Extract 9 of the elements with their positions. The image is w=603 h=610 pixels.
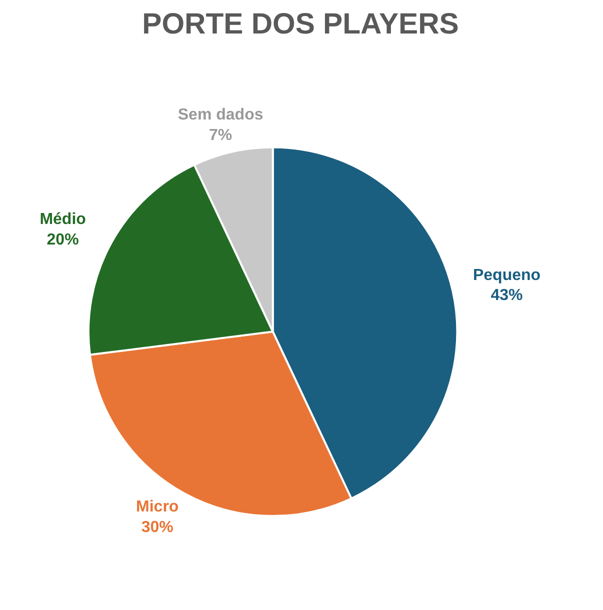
- slice-label: Pequeno: [472, 266, 541, 284]
- data-label: 43%: [490, 287, 523, 304]
- data-label: 20%: [46, 231, 79, 248]
- data-label: 7%: [208, 126, 232, 144]
- data-label: 30%: [141, 518, 174, 536]
- chart-title: PORTE DOS PLAYERS: [142, 8, 459, 40]
- slice-label: Médio: [40, 211, 86, 228]
- slice-label: Sem dados: [178, 106, 264, 124]
- slice-label: Micro: [136, 498, 179, 516]
